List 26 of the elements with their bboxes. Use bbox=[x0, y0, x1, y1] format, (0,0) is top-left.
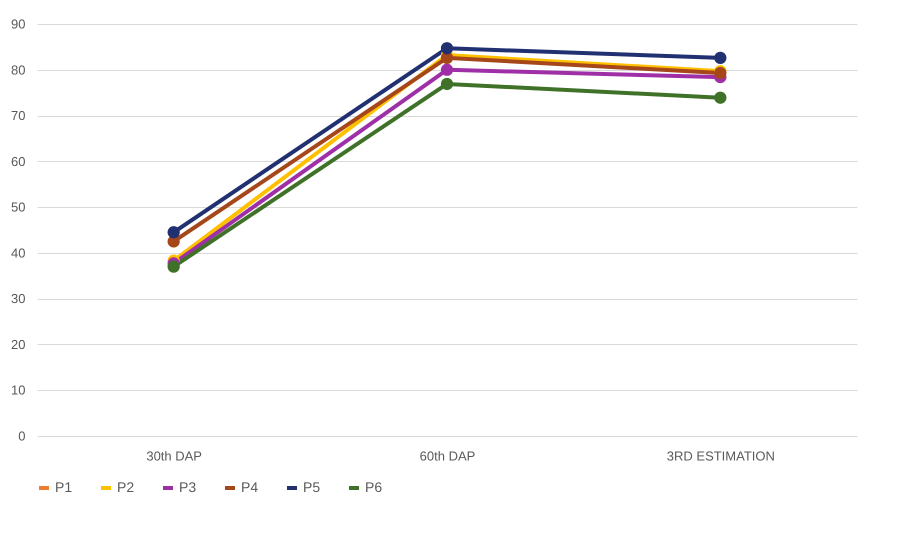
point bbox=[168, 260, 180, 273]
y-tick-label: 70 bbox=[11, 108, 26, 124]
y-tick-label: 30 bbox=[11, 291, 26, 306]
point bbox=[714, 52, 726, 64]
point bbox=[714, 92, 726, 104]
y-tick-label: 40 bbox=[11, 245, 26, 260]
x-tick-label: 60th DAP bbox=[420, 448, 476, 464]
legend-label: P3 bbox=[179, 479, 196, 495]
y-tick-label: 0 bbox=[18, 428, 26, 444]
point bbox=[440, 42, 454, 54]
point bbox=[440, 78, 454, 90]
legend-label: P1 bbox=[55, 479, 72, 495]
legend-label: P5 bbox=[303, 479, 320, 495]
legend-label: P2 bbox=[117, 479, 134, 495]
legend-label: P6 bbox=[365, 479, 382, 495]
point bbox=[440, 64, 454, 76]
y-tick-label: 60 bbox=[11, 154, 26, 169]
x-tick-label: 3RD ESTIMATION bbox=[666, 448, 775, 464]
y-tick-label: 80 bbox=[11, 62, 26, 78]
y-tick-label: 50 bbox=[11, 200, 26, 215]
x-tick-label: 30th DAP bbox=[146, 448, 202, 464]
legend-label: P4 bbox=[241, 479, 258, 495]
y-tick-label: 10 bbox=[11, 382, 26, 398]
y-tick-label: 20 bbox=[11, 336, 26, 352]
point bbox=[168, 226, 180, 238]
y-tick-label: 90 bbox=[11, 16, 26, 32]
